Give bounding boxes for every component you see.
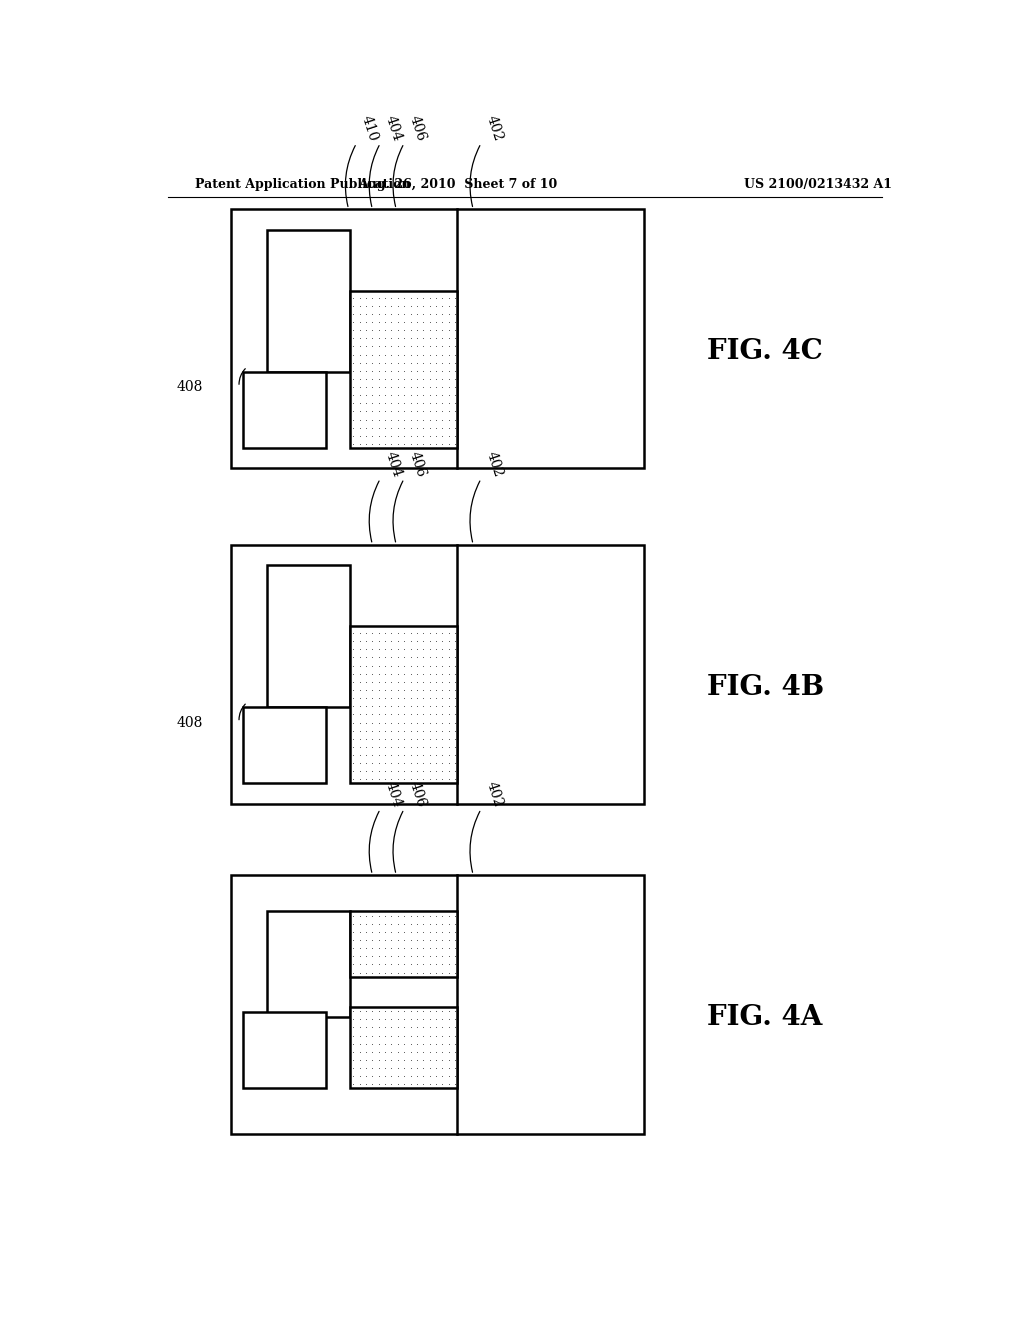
Text: 406: 406 (407, 780, 428, 809)
Text: 410: 410 (358, 114, 380, 144)
Text: 408: 408 (177, 715, 204, 730)
Bar (231, 209, 644, 469)
Bar (267, 230, 350, 372)
Text: FIG. 4A: FIG. 4A (708, 1005, 822, 1031)
Bar (350, 290, 458, 447)
Text: 408: 408 (177, 380, 204, 395)
Text: 404: 404 (383, 449, 404, 479)
Text: FIG. 4B: FIG. 4B (708, 673, 824, 701)
Text: 404: 404 (383, 780, 404, 809)
Bar (267, 911, 350, 1018)
Bar (267, 565, 350, 708)
Bar (350, 1007, 458, 1089)
Text: 402: 402 (483, 450, 505, 479)
Bar (231, 875, 644, 1134)
Bar (350, 626, 458, 784)
Text: FIG. 4C: FIG. 4C (708, 338, 823, 366)
Bar (243, 372, 327, 447)
Bar (243, 1012, 327, 1089)
Text: 404: 404 (383, 114, 404, 144)
Text: 402: 402 (483, 780, 505, 809)
Text: Patent Application Publication: Patent Application Publication (196, 178, 411, 191)
Text: 402: 402 (483, 114, 505, 144)
Bar (350, 911, 458, 977)
Text: 406: 406 (407, 114, 428, 144)
Bar (243, 708, 327, 784)
Text: US 2100/0213432 A1: US 2100/0213432 A1 (744, 178, 893, 191)
Bar (231, 545, 644, 804)
Text: 406: 406 (407, 450, 428, 479)
Text: Aug. 26, 2010  Sheet 7 of 10: Aug. 26, 2010 Sheet 7 of 10 (357, 178, 557, 191)
